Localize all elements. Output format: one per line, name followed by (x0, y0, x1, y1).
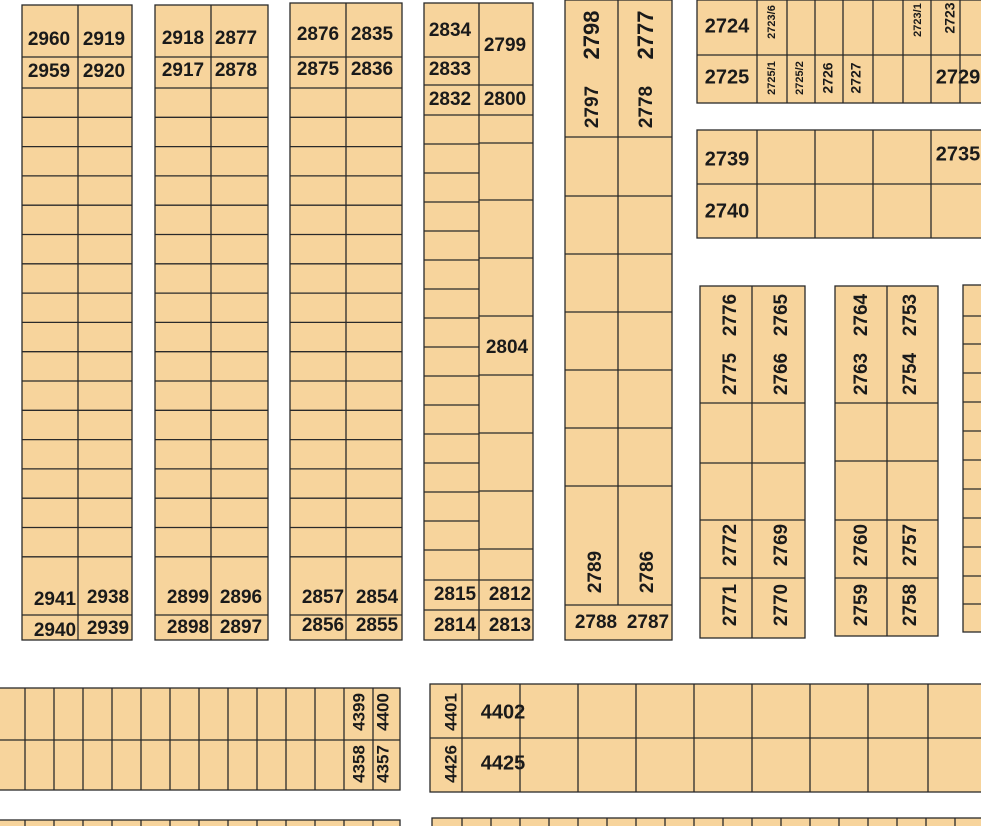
plot-number: 2814 (434, 615, 477, 636)
plot-block (0, 687, 401, 791)
plot-number: 2788 (575, 612, 617, 633)
plot-number: 2918 (162, 28, 204, 49)
plot-number: 2727 (848, 62, 864, 93)
plot-number: 4399 (349, 693, 368, 731)
plot-number: 2797 (582, 86, 603, 128)
plot-number: 2753 (900, 294, 921, 336)
plot-number: 2896 (220, 587, 262, 608)
plot-number: 2776 (720, 294, 741, 336)
plot-number: 4425 (481, 752, 526, 774)
plot-number: 2877 (215, 28, 257, 49)
plot-number: 2770 (771, 584, 792, 626)
plot-number: 2787 (627, 612, 669, 633)
plot-number: 2856 (302, 615, 344, 636)
plot-number: 2771 (720, 583, 741, 626)
plot-number: 2740 (705, 200, 750, 222)
plot-number: 2920 (83, 61, 125, 82)
plot-number: 2769 (771, 524, 792, 566)
plot-number: 2725/2 (794, 61, 806, 95)
plot-block (962, 284, 981, 633)
plot-number: 2833 (429, 59, 471, 80)
plot-number: 2875 (297, 59, 340, 80)
plot-number: 2723 (942, 2, 958, 33)
plot-number: 2835 (351, 24, 394, 45)
plot-number: 2876 (297, 24, 339, 45)
plot-number: 2725 (705, 66, 750, 88)
plot-number: 4400 (373, 693, 392, 731)
plot-number: 2878 (215, 60, 257, 81)
plot-number: 2813 (489, 615, 531, 636)
plot-number: 2763 (851, 353, 872, 395)
plot-number: 2917 (162, 60, 204, 81)
plot-number: 2760 (851, 524, 872, 566)
plot-number: 2855 (356, 615, 399, 636)
plot-number: 2778 (636, 86, 657, 128)
plot-number: 2800 (484, 89, 526, 110)
plot-number: 2798 (579, 11, 604, 60)
plot-number: 2723/1 (912, 3, 924, 37)
plot-block (696, 0, 981, 104)
plot-number: 2758 (900, 584, 921, 626)
plot-number: 2764 (851, 293, 872, 336)
plot-number: 2832 (429, 89, 471, 110)
plot-number: 2754 (900, 352, 921, 395)
plot-number: 2960 (28, 29, 70, 50)
plot-number: 2739 (705, 148, 750, 170)
plot-number: 2899 (167, 587, 209, 608)
plot-number: 2772 (720, 524, 741, 566)
plot-number: 2799 (484, 35, 526, 56)
plot-number: 2940 (34, 620, 76, 641)
plot-number: 2777 (633, 11, 658, 60)
plot-number: 2725/1 (766, 61, 778, 95)
plot-block (431, 817, 981, 826)
plot-number: 2729 (936, 66, 981, 88)
plot-number: 4358 (349, 745, 368, 783)
plot-number: 2919 (83, 29, 125, 50)
plot-number: 2723/6 (766, 5, 778, 39)
plot-number: 2857 (302, 587, 344, 608)
plot-number: 2804 (486, 337, 529, 358)
plot-number: 2959 (28, 61, 70, 82)
plot-number: 4401 (441, 693, 460, 731)
plot-number: 2938 (87, 587, 129, 608)
plot-number: 2834 (429, 20, 472, 41)
plot-number: 2812 (489, 584, 531, 605)
plot-number: 2759 (851, 584, 872, 626)
plot-number: 2854 (356, 587, 399, 608)
plot-number: 2765 (771, 293, 792, 336)
plot-number: 2786 (637, 551, 658, 593)
plot-number: 2941 (34, 589, 77, 610)
plot-number: 4357 (373, 745, 392, 783)
plot-number: 2836 (351, 59, 393, 80)
plot-number: 4402 (481, 701, 526, 723)
plot-number: 2898 (167, 617, 209, 638)
plot-block (0, 819, 401, 826)
plot-number: 2789 (585, 551, 606, 593)
plot-number: 2939 (87, 618, 129, 639)
plot-number: 2757 (900, 524, 921, 566)
plot-number: 4426 (441, 745, 460, 783)
plot-number: 2897 (220, 617, 262, 638)
plot-number: 2724 (705, 15, 750, 37)
plot-number: 2726 (820, 62, 836, 93)
plot-number: 2775 (720, 352, 741, 395)
plot-number: 2815 (434, 584, 477, 605)
plot-number: 2766 (771, 353, 792, 395)
plot-number: 2735 (936, 143, 981, 165)
